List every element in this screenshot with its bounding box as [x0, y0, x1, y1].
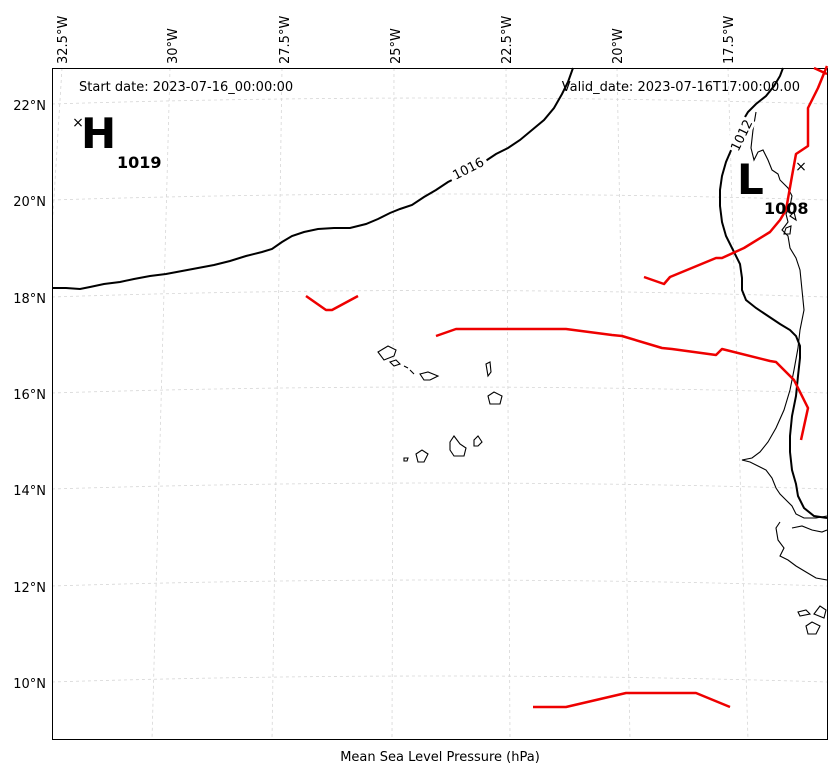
cape-verde-islands: [377, 345, 503, 463]
lon-tick-label: 30°W: [166, 28, 181, 64]
front-line: [435, 327, 810, 441]
front-line: [643, 65, 829, 286]
lat-tick-label: 22°N: [13, 99, 46, 114]
low-pressure-center: × L 1008: [737, 155, 809, 218]
start-date-label: Start date: 2023-07-16_00:00:00: [79, 80, 293, 95]
lat-tick-label: 16°N: [13, 388, 46, 403]
front-line: [813, 66, 828, 76]
lon-tick-label: 32.5°W: [56, 16, 71, 64]
high-value: 1019: [117, 153, 162, 172]
lon-tick-label: 27.5°W: [278, 16, 293, 64]
lon-tick-label: 22.5°W: [500, 16, 515, 64]
high-letter: H: [81, 109, 116, 158]
lat-tick-label: 14°N: [13, 484, 46, 499]
front-line: [305, 294, 359, 312]
lat-tick-labels: 22°N 20°N 18°N 16°N 14°N 12°N 10°N: [13, 99, 46, 692]
low-value: 1008: [764, 199, 809, 218]
low-marker-icon: ×: [795, 159, 807, 175]
isobar-labels: 1016 1012: [445, 114, 756, 185]
lon-tick-label: 17.5°W: [722, 16, 737, 64]
map-caption: Mean Sea Level Pressure (hPa): [340, 750, 540, 765]
lon-tick-label: 20°W: [611, 28, 626, 64]
lat-tick-label: 20°N: [13, 195, 46, 210]
isobar-1016: [52, 67, 574, 291]
valid-date-label: Valid_date: 2023-07-16T17:00:00.00: [562, 80, 800, 95]
front-line: [533, 691, 731, 709]
high-pressure-center: × H 1019: [72, 109, 161, 172]
lat-tick-label: 12°N: [13, 581, 46, 596]
lon-tick-labels: 32.5°W 30°W 27.5°W 25°W 22.5°W 20°W 17.5…: [56, 16, 737, 64]
high-marker-icon: ×: [72, 115, 84, 131]
fronts: [305, 65, 829, 709]
low-letter: L: [737, 155, 764, 204]
lat-tick-label: 10°N: [13, 677, 46, 692]
map-frame: [52, 68, 828, 740]
lon-tick-label: 25°W: [389, 28, 404, 64]
coastline: [741, 111, 828, 635]
graticule: [51, 67, 828, 741]
lat-tick-label: 18°N: [13, 292, 46, 307]
